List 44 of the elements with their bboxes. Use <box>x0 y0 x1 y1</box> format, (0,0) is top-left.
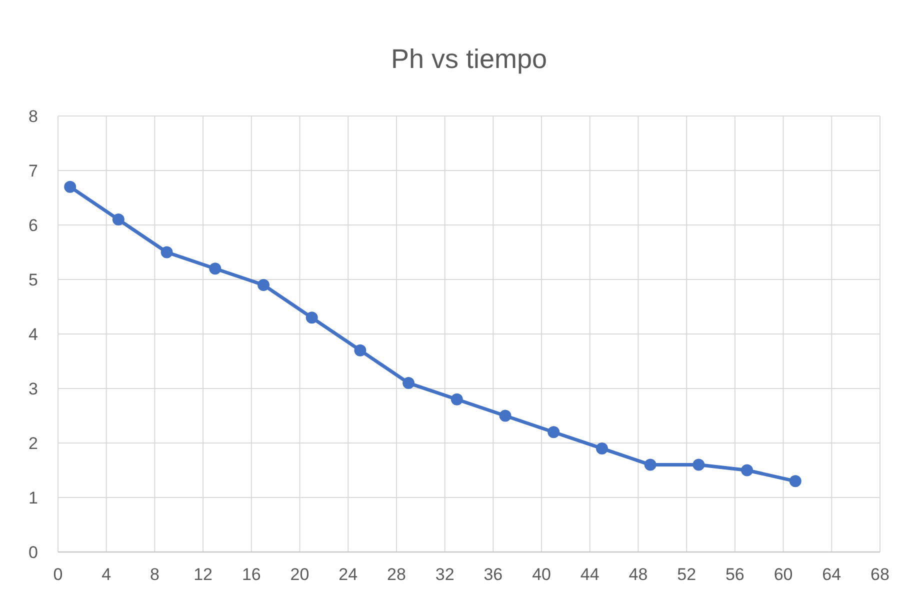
point <box>499 410 512 422</box>
x-tick-label: 16 <box>242 565 261 584</box>
point <box>450 393 463 406</box>
point <box>644 458 656 471</box>
point <box>209 262 222 275</box>
y-tick-label: 3 <box>28 379 38 398</box>
x-tick-label: 4 <box>102 565 112 584</box>
point <box>112 214 124 226</box>
y-tick-label: 8 <box>28 106 38 126</box>
y-tick-label: 2 <box>28 434 38 453</box>
point <box>354 344 366 356</box>
x-tick-label: 56 <box>725 565 744 584</box>
y-tick-label: 4 <box>28 324 38 344</box>
y-tick-label: 6 <box>28 216 38 235</box>
x-tick-label: 48 <box>628 565 648 584</box>
x-tick-label: 68 <box>870 565 890 584</box>
x-tick-label: 8 <box>150 565 160 584</box>
x-tick-label: 64 <box>822 565 842 584</box>
y-tick-label: 7 <box>28 161 38 180</box>
point <box>402 377 415 390</box>
y-tick-label: 5 <box>28 270 38 290</box>
x-tick-label: 32 <box>435 565 454 584</box>
x-tick-label: 52 <box>677 565 696 584</box>
x-tick-label: 0 <box>53 565 63 584</box>
x-tick-label: 36 <box>484 565 503 584</box>
point <box>596 442 608 454</box>
chart-title: Ph vs tiempo <box>390 44 548 74</box>
x-tick-label: 20 <box>290 565 310 584</box>
x-tick-label: 60 <box>774 565 793 584</box>
y-tick-label: 0 <box>28 542 38 562</box>
x-tick-label: 44 <box>580 565 600 584</box>
x-tick-label: 12 <box>194 565 213 584</box>
point <box>548 426 560 438</box>
x-tick-label: 24 <box>338 565 358 584</box>
point <box>64 180 76 193</box>
point <box>306 312 318 324</box>
point <box>789 475 802 488</box>
point <box>741 464 754 476</box>
point <box>160 246 173 258</box>
point <box>692 458 705 471</box>
point <box>258 278 270 291</box>
x-tick-label: 28 <box>387 565 406 584</box>
y-tick-label: 1 <box>28 488 38 508</box>
x-tick-label: 40 <box>532 565 551 584</box>
